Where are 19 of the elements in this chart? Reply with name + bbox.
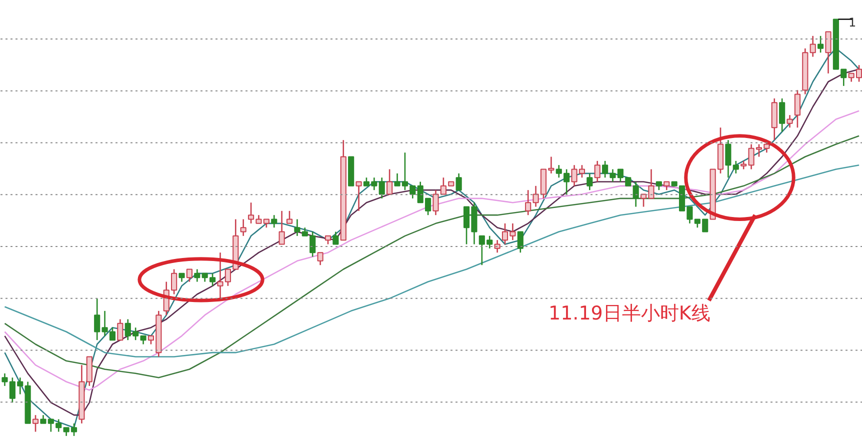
candlestick [771, 98, 778, 141]
candlestick [78, 364, 85, 424]
candlestick [632, 181, 639, 208]
candlestick [271, 214, 278, 228]
candlestick [432, 189, 439, 216]
annotation: 11.19日半小时K线 [548, 302, 710, 324]
candlestick [194, 268, 200, 282]
candlestick [494, 239, 500, 254]
candlestick [378, 176, 385, 200]
candlestick [802, 48, 808, 95]
candlestick [810, 35, 816, 58]
annotation: 1 [848, 16, 856, 30]
candlestick [594, 160, 600, 182]
candlestick [294, 218, 300, 237]
candlestick [240, 218, 246, 237]
candlestick [732, 160, 739, 174]
candlestick [725, 139, 732, 178]
candlestick [586, 172, 593, 191]
candlestick [786, 114, 793, 128]
